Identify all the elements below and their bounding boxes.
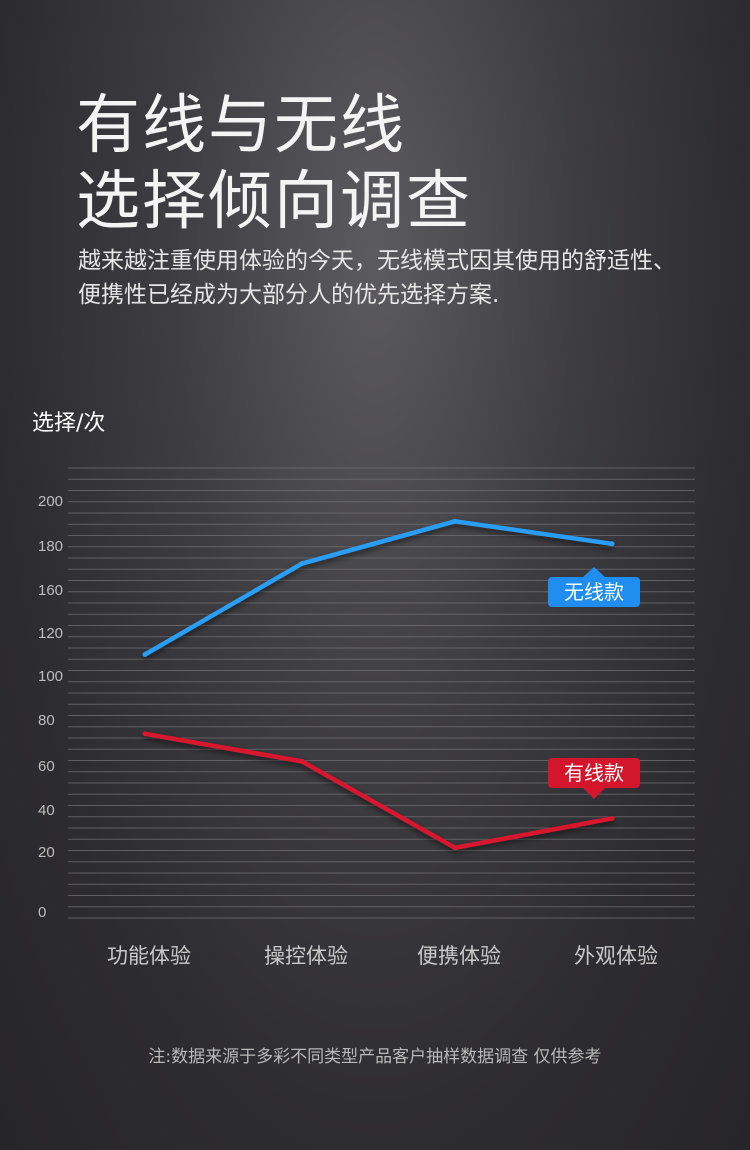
y-tick-label: 100	[38, 668, 63, 685]
y-tick-label: 180	[38, 538, 63, 555]
x-tick-label: 外观体验	[574, 944, 658, 968]
y-tick-label: 20	[38, 844, 55, 861]
data-point	[452, 845, 458, 851]
y-tick-label: 0	[38, 904, 46, 921]
data-point	[609, 815, 615, 821]
x-axis-ticks: 功能体验 操控体验 便携体验 外观体验	[107, 944, 658, 968]
series-lines	[142, 518, 615, 851]
data-point	[452, 518, 458, 524]
y-axis-ticks: 0 20 40 60 80 100 120 160 180 200	[38, 493, 63, 921]
series-line-wireless	[142, 519, 615, 657]
data-point	[142, 652, 148, 657]
y-tick-label: 200	[38, 493, 63, 510]
legend-tag-label: 无线款	[564, 580, 624, 604]
title-line-1: 有线与无线	[76, 89, 406, 163]
data-source-footnote: 注:数据来源于多彩不同类型产品客户抽样数据调查 仅供参考	[148, 1047, 602, 1067]
series-line-wired	[142, 731, 615, 851]
y-axis-label: 选择/次	[32, 411, 106, 436]
title-line-2: 选择倾向调查	[76, 165, 472, 239]
data-point	[142, 731, 148, 737]
subtitle-line-1: 越来越注重使用体验的今天，无线模式因其使用的舒适性、	[78, 248, 676, 274]
y-tick-label: 40	[38, 802, 55, 819]
legend-tag-wired: 有线款	[548, 758, 640, 799]
x-tick-label: 功能体验	[107, 944, 191, 968]
y-tick-label: 60	[38, 758, 55, 775]
page-subtitle: 越来越注重使用体验的今天，无线模式因其使用的舒适性、 便携性已经成为大部分人的优…	[78, 244, 748, 312]
legend-tag-wireless: 无线款	[548, 567, 640, 607]
x-tick-label: 操控体验	[264, 944, 348, 968]
legend-tag-label: 有线款	[564, 761, 624, 785]
page-title: 有线与无线 选择倾向调查	[76, 88, 472, 240]
y-tick-label: 80	[38, 712, 55, 729]
grid-lines	[68, 467, 695, 919]
y-tick-label: 120	[38, 625, 63, 642]
y-tick-label: 160	[38, 582, 63, 599]
data-point	[299, 561, 305, 567]
subtitle-line-2: 便携性已经成为大部分人的优先选择方案.	[78, 282, 500, 308]
data-point	[299, 758, 305, 764]
data-point	[609, 541, 615, 547]
x-tick-label: 便携体验	[417, 944, 501, 968]
line-chart: 0 20 40 60 80 100 120 160 180 200 功能体验 操控体验 便携体验 外观体…	[38, 467, 695, 968]
